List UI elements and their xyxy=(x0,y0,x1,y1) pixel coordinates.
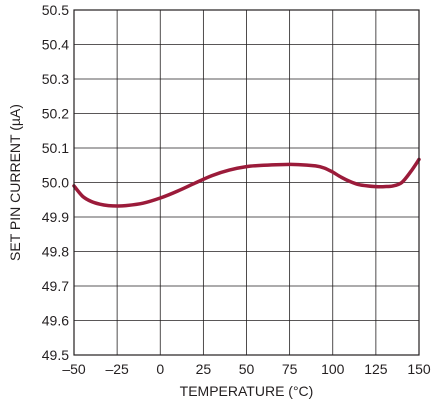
y-tick-label: 50.1 xyxy=(42,140,69,156)
y-tick-labels: 50.5 50.4 50.3 50.2 50.1 50.0 49.9 49.8 49.7 49.6… xyxy=(42,2,69,363)
x-tick-label: 0 xyxy=(156,361,164,377)
y-tick-label: 49.7 xyxy=(42,278,69,294)
series-line xyxy=(72,157,421,208)
x-tick-label: 100 xyxy=(321,361,345,377)
y-tick-label: 50.2 xyxy=(42,106,69,122)
y-tick-label: 49.8 xyxy=(42,244,69,260)
y-tick-label: 50.0 xyxy=(42,175,69,191)
plot-frame xyxy=(73,9,420,356)
y-tick-label: 49.9 xyxy=(42,209,69,225)
y-axis-label: SET PIN CURRENT (µA) xyxy=(7,104,23,261)
y-tick-label: 49.5 xyxy=(42,347,69,363)
x-tick-label: –50 xyxy=(62,361,86,377)
x-tick-labels: –50 –25 0 25 50 75 100 125 150 xyxy=(62,361,431,377)
x-tick-label: 25 xyxy=(196,361,212,377)
y-tick-label: 49.6 xyxy=(42,313,69,329)
x-tick-label: –25 xyxy=(105,361,129,377)
x-tick-label: 50 xyxy=(239,361,255,377)
x-tick-label: 75 xyxy=(282,361,298,377)
x-tick-label: 150 xyxy=(407,361,431,377)
x-tick-label: 125 xyxy=(364,361,388,377)
grid-lines xyxy=(73,9,420,356)
x-axis-label: TEMPERATURE (°C) xyxy=(180,383,314,399)
y-tick-label: 50.5 xyxy=(42,2,69,18)
y-tick-label: 50.3 xyxy=(42,71,69,87)
y-tick-label: 50.4 xyxy=(42,37,69,53)
